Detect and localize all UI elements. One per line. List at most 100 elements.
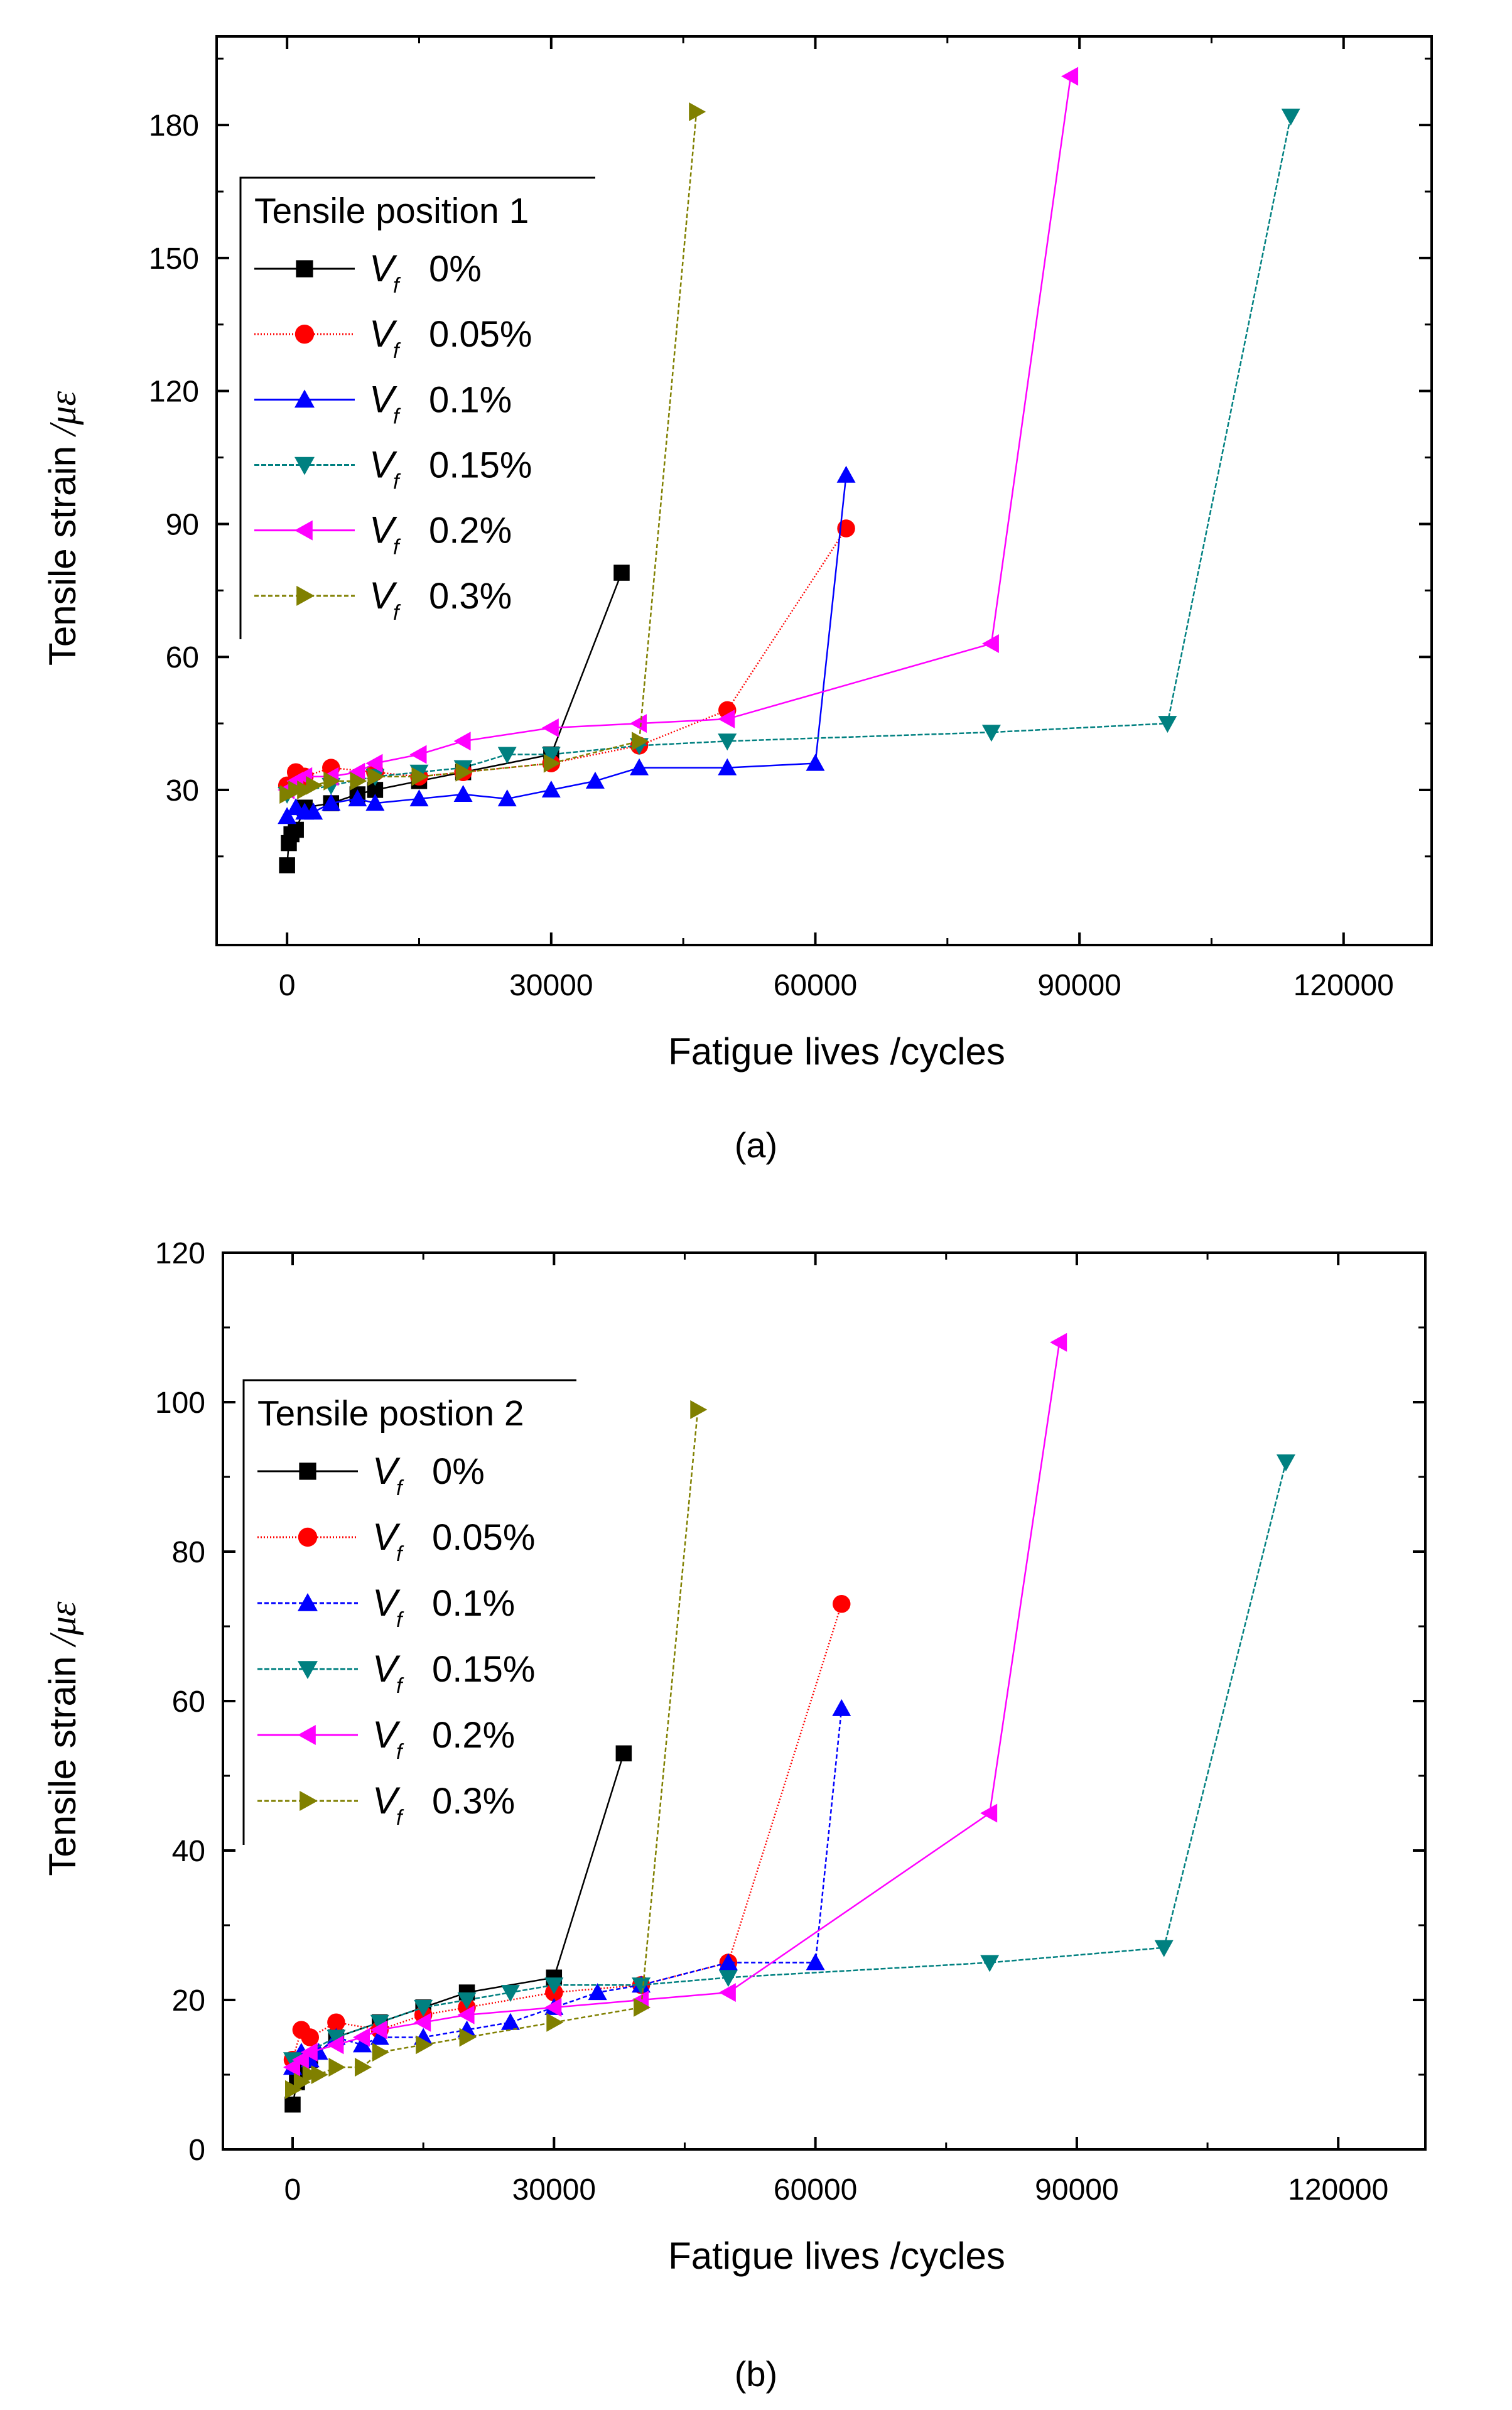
chart-panel-a: 0 30000 60000 90000 120000 30 60 90 120 150 180 Fat… [41,35,1433,1073]
series-line-b-4 [292,1342,1061,2068]
legend-symbol-a-5: V [369,575,397,617]
data-point-b-5-11 [690,1400,708,1419]
x-axis-label-a: Fatigue lives /cycles [668,1030,1005,1073]
x-tick-label-a-4: 120000 [1293,969,1394,1002]
data-point-a-2-10 [541,780,561,797]
legend-symbol-a-0: V [369,247,397,289]
data-point-a-4-5 [365,754,383,773]
data-point-b-3-11 [1276,1454,1295,1472]
data-point-b-5-6 [372,2043,389,2062]
data-point-b-3-0 [283,2052,303,2070]
data-point-b-3-8 [718,1970,738,1987]
caption-b: (b) [735,2354,777,2394]
y-tick-label-b-2: 40 [172,1835,205,1868]
series-a-5 [279,102,706,804]
data-point-a-0-3 [288,821,304,838]
legend-marker-a-5 [296,585,315,606]
data-point-a-3-9 [981,725,1001,742]
x-tick-label-b-0: 0 [284,2173,301,2207]
data-point-b-2-9 [500,2013,520,2030]
data-point-a-2-5 [348,789,367,807]
data-point-a-4-4 [348,762,365,782]
legend-symbol-a-4: V [369,509,397,551]
data-point-b-1-2 [301,2028,320,2046]
y-tick-label-b-1: 20 [172,1984,205,2018]
data-point-b-3-4 [457,1992,477,2009]
data-point-a-2-14 [806,754,825,771]
data-point-b-5-7 [416,2035,433,2055]
plot-frame-a [215,35,1433,946]
y-tick-label-b-6: 120 [155,1237,205,1270]
data-point-b-2-14 [806,1953,825,1970]
legend-symbol-b-1: V [372,1516,401,1558]
legend-subscript-b-4: f [396,1740,404,1764]
data-point-b-3-3 [414,1999,433,2017]
data-point-a-5-0 [279,785,297,804]
data-point-b-4-1 [291,2050,309,2070]
data-point-a-5-10 [632,732,649,751]
legend-marker-b-4 [298,1725,316,1745]
data-point-a-5-7 [411,767,429,786]
data-point-b-4-2 [300,2043,318,2062]
data-point-b-3-1 [327,2029,346,2047]
legend-symbol-b-5: V [372,1780,401,1822]
data-point-a-5-4 [323,771,341,791]
y-axis-label-unit-a: /με [42,391,84,438]
legend-symbol-b-0: V [372,1450,401,1492]
data-point-a-5-5 [350,771,367,791]
x-tick-label-b-4: 120000 [1288,2173,1388,2207]
legend-label-b-3: 0.15% [432,1649,535,1690]
data-point-a-5-6 [367,767,385,786]
legend-label-a-4: 0.2% [429,511,512,551]
y-tick-label-a-0: 30 [166,774,199,808]
data-point-b-2-13 [718,1953,738,1970]
legend-subscript-a-5: f [393,601,401,625]
data-point-b-3-9 [980,1955,1000,1972]
legend-subscript-b-1: f [396,1542,404,1566]
legend-marker-b-5 [300,1791,318,1811]
data-point-b-5-10 [634,1997,651,2017]
data-point-a-2-11 [585,771,605,789]
legend-label-b-5: 0.3% [432,1781,515,1822]
data-point-b-4-7 [457,2005,475,2024]
x-axis-label-b: Fatigue lives /cycles [668,2235,1005,2277]
series-b-5 [285,1400,708,2099]
data-point-b-5-3 [311,2065,328,2084]
x-tick-label-b-1: 30000 [512,2173,596,2207]
legend-frame-a [239,176,595,639]
data-point-a-4-10 [718,710,735,729]
x-tick-label-a-3: 90000 [1037,969,1121,1002]
legend-symbol-b-2: V [372,1582,401,1624]
legend-a: Tensile position 1 Vf 0% Vf 0.05% Vf 0.1% Vf 0.1… [239,176,595,639]
legend-subscript-a-1: f [393,339,401,363]
data-point-a-5-2 [297,780,315,799]
x-tick-label-a-0: 0 [279,969,296,1002]
legend-symbol-a-2: V [369,378,397,420]
legend-label-a-1: 0.05% [429,314,532,355]
data-point-a-2-9 [497,789,517,807]
data-point-a-3-8 [718,733,737,751]
legend-marker-b-2 [298,1593,318,1611]
legend-label-b-2: 0.1% [432,1583,515,1624]
data-point-a-2-15 [836,465,856,483]
legend-marker-b-1 [298,1527,318,1547]
legend-subscript-b-3: f [396,1674,404,1698]
data-point-a-4-7 [453,732,471,751]
data-point-b-0-9 [615,1745,632,1762]
legend-label-a-5: 0.3% [429,576,512,617]
legend-marker-a-4 [294,520,313,541]
series-line-b-3 [292,1461,1287,2061]
legend-label-b-0: 0% [432,1451,485,1492]
legend-marker-a-0 [296,260,313,278]
legend-label-a-0: 0% [429,249,482,289]
series-line-a-0 [286,572,623,866]
series-line-b-2 [291,1708,843,2068]
series-a-2 [278,465,856,824]
legend-subscript-b-5: f [396,1806,404,1830]
legend-marker-a-1 [294,324,315,344]
data-point-a-2-6 [365,794,385,811]
data-point-a-4-12 [1061,67,1079,86]
series-b-2 [283,1699,851,2075]
data-point-b-4-6 [414,2013,431,2032]
